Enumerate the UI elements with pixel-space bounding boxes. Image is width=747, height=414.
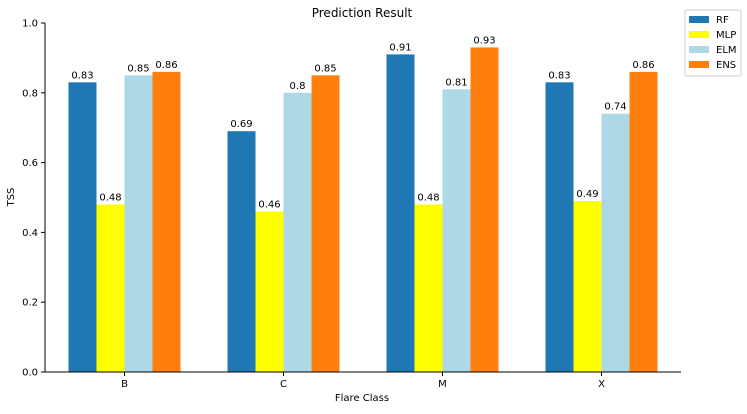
legend: RF MLP ELM ENS [684,9,742,77]
bar-elm-c [283,92,312,373]
data-label: 0.74 [604,102,626,113]
bar-rf-b [68,82,97,372]
bar-mlp-c [255,211,284,372]
bar-rf-m [386,54,415,372]
x-tick-label: C [280,379,287,390]
bar-mlp-b [96,204,125,372]
x-tick-label: M [438,379,447,390]
bar-ens-c [311,75,340,372]
bar-rf-x [545,82,574,372]
bar-elm-b [124,75,153,372]
y-tick-label: 1.0 [22,19,38,30]
y-tick-label: 0.0 [22,368,38,379]
legend-label-mlp: MLP [716,30,736,41]
chart-title: Prediction Result [312,6,413,20]
legend-label-elm: ELM [716,45,737,56]
bar-elm-m [442,89,471,372]
data-label: 0.81 [445,77,467,88]
legend-box [684,9,742,77]
bar-mlp-m [414,204,443,372]
data-label: 0.85 [127,63,149,74]
x-axis-label: Flare Class [335,393,389,404]
data-label: 0.83 [548,70,570,81]
plot-area: 0.83 0.48 0.85 0.86 0.69 0.46 0.8 0.85 0.91 0.48 0… [22,19,681,390]
y-tick-label: 0.4 [22,228,38,239]
y-tick-label: 0.2 [22,298,38,309]
legend-label-rf: RF [716,15,729,26]
data-label: 0.91 [389,42,411,53]
data-label: 0.83 [71,70,93,81]
data-label: 0.86 [632,60,654,71]
data-label: 0.48 [417,192,439,203]
data-label: 0.46 [258,199,280,210]
y-axis-label: TSS [6,188,17,208]
bar-ens-x [629,71,658,373]
y-tick-label: 0.6 [22,158,38,169]
bar-ens-m [470,47,499,373]
x-tick-label: B [121,379,128,390]
bar-rf-c [227,131,256,372]
legend-swatch-rf [689,16,709,23]
bar-elm-x [601,113,630,373]
legend-swatch-ens [689,61,709,68]
bar-mlp-x [573,200,602,372]
data-label: 0.86 [155,60,177,71]
data-label: 0.69 [230,119,252,130]
data-label: 0.85 [314,63,336,74]
data-label: 0.8 [290,81,306,92]
data-label: 0.93 [473,35,495,46]
legend-swatch-elm [689,46,709,53]
x-tick-label: X [598,379,605,390]
bar-ens-b [152,71,181,373]
legend-swatch-mlp [689,31,709,38]
legend-label-ens: ENS [716,60,736,71]
data-label: 0.49 [576,189,598,200]
data-label: 0.48 [99,192,121,203]
y-tick-label: 0.8 [22,88,38,99]
